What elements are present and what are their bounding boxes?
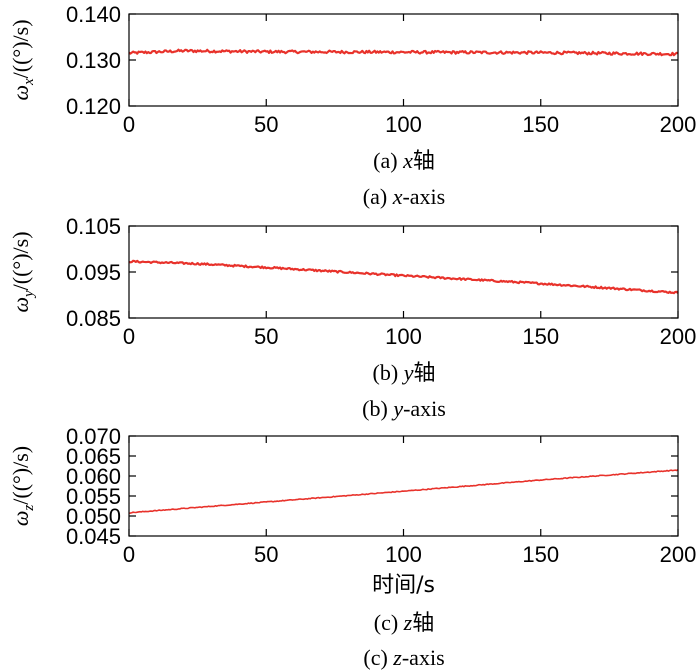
caption-chinese: (a) x轴 [373,148,435,173]
x-tick-label: 50 [254,324,278,349]
caption-chinese: (c) z轴 [374,610,435,635]
y-tick-label: 0.070 [66,424,121,449]
x-tick-label: 200 [660,324,697,349]
x-tick-label: 0 [123,112,135,137]
x-tick-label: 50 [254,112,278,137]
y-tick-label: 0.045 [66,524,121,549]
caption-english: (b) y-axis [362,396,446,421]
y-tick-label: 0.120 [66,94,121,119]
y-tick-label: 0.060 [66,464,121,489]
x-tick-label: 150 [522,542,559,567]
x-tick-label: 150 [522,324,559,349]
x-axis-label: 时间/s [372,573,435,598]
x-tick-label: 50 [254,542,278,567]
y-tick-label: 0.050 [66,504,121,529]
x-tick-label: 200 [660,112,697,137]
x-tick-label: 100 [385,112,422,137]
y-tick-label: 0.055 [66,484,121,509]
x-tick-label: 150 [522,112,559,137]
caption-chinese: (b) y轴 [373,360,436,385]
chart-panel-z: 0 50 100 150 200 0.0450.0500.0550.0600.0650.0… [8,424,696,670]
y-tick-label: 0.140 [66,2,121,27]
x-tick-label: 0 [123,542,135,567]
y-tick-label: 0.130 [66,48,121,73]
caption-english: (c) z-axis [363,645,444,670]
y-axis-label: ωz/((°)/s) [8,446,37,526]
series-line-z [128,468,679,514]
series-line-y [128,259,679,295]
y-axis-label: ωy/((°)/s) [8,231,37,312]
x-tick-label: 100 [385,542,422,567]
y-tick-label: 0.095 [66,260,121,285]
series-line-x [128,48,679,57]
y-axis-label: ωx/((°)/s) [8,19,37,100]
chart-panel-x: 0 50 100 150 200 0.120 0.130 0.140 ωx/((°)/s) (a)… [8,2,696,209]
plot-frame [128,225,679,319]
plot-frame [128,13,679,107]
chart-panel-y: 0 50 100 150 200 0.085 0.095 0.105 ωy/((°)/s) (b)… [8,214,696,421]
y-tick-label: 0.065 [66,444,121,469]
plot-frame [128,435,679,537]
y-tick-label: 0.085 [66,306,121,331]
x-tick-label: 200 [660,542,697,567]
y-tick-label: 0.105 [66,214,121,239]
caption-english: (a) x-axis [363,184,445,209]
x-tick-label: 0 [123,324,135,349]
x-tick-label: 100 [385,324,422,349]
